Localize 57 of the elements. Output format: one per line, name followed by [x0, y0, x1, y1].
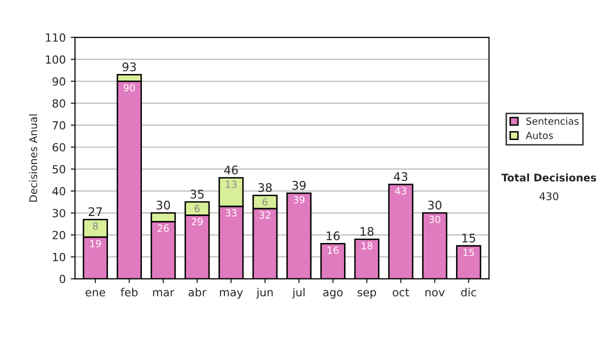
- data-label: 19: [90, 240, 101, 248]
- data-label: 43: [395, 187, 406, 195]
- data-label: 16: [328, 246, 338, 254]
- data-label: 33: [226, 209, 237, 217]
- x-tick-label: abr: [188, 288, 206, 296]
- y-tick-label: 50: [52, 165, 66, 174]
- text: Total Decisiones: [501, 173, 596, 182]
- total-label: 46: [224, 166, 238, 174]
- x-tick-label: oct: [392, 288, 410, 296]
- total-label: 15: [462, 234, 476, 242]
- data-label: 6: [262, 198, 268, 206]
- x-tick-label: sep: [358, 290, 376, 299]
- x-tick-label: may: [220, 290, 243, 299]
- x-tick-label: ago: [323, 290, 343, 299]
- y-axis-title: Decisiones Anual: [29, 114, 38, 202]
- y-tick-label: 110: [46, 33, 66, 42]
- legend-label: Autos: [526, 132, 553, 140]
- x-tick-label: ene: [86, 290, 106, 296]
- legend-label: Sentencias: [526, 117, 579, 125]
- x-tick-label: dic: [461, 288, 476, 296]
- x-tick-label: jul: [292, 288, 305, 299]
- data-label: 6: [194, 204, 200, 212]
- text: 430: [540, 192, 558, 200]
- y-tick-label: 10: [53, 252, 66, 262]
- y-tick-label: 0: [60, 274, 66, 284]
- data-label: 15: [464, 248, 474, 256]
- x-tick-label: nov: [426, 290, 445, 296]
- y-tick-label: 30: [52, 208, 66, 218]
- y-tick-label: 100: [46, 55, 66, 64]
- data-label: 90: [124, 84, 135, 92]
- y-tick-label: 70: [52, 121, 66, 130]
- total-label: 43: [394, 172, 408, 182]
- total-label: 93: [122, 62, 136, 72]
- data-label: 30: [429, 216, 440, 224]
- y-tick-label: 40: [52, 186, 66, 196]
- total-label: 30: [156, 200, 170, 210]
- data-label: 39: [294, 196, 304, 204]
- total-label: 35: [190, 190, 204, 199]
- total-label: 18: [360, 226, 374, 236]
- data-label: 13: [226, 180, 237, 188]
- y-tick-label: 60: [52, 143, 66, 152]
- total-label: 27: [88, 207, 102, 216]
- total-label: 39: [292, 180, 306, 190]
- y-tick-label: 20: [52, 230, 66, 240]
- total-label: 16: [326, 231, 340, 240]
- total-label: 38: [258, 183, 272, 192]
- x-tick-label: jun: [256, 288, 273, 299]
- y-tick-label: 90: [52, 77, 66, 86]
- data-label: 18: [362, 242, 372, 250]
- total-label: 30: [428, 200, 442, 210]
- x-tick-label: mar: [153, 290, 174, 296]
- x-tick-label: feb: [120, 288, 138, 296]
- data-label: 32: [260, 211, 270, 219]
- data-label: 29: [192, 218, 203, 226]
- data-label: 8: [92, 222, 98, 230]
- y-tick-label: 80: [52, 99, 66, 108]
- data-label: 26: [158, 224, 169, 232]
